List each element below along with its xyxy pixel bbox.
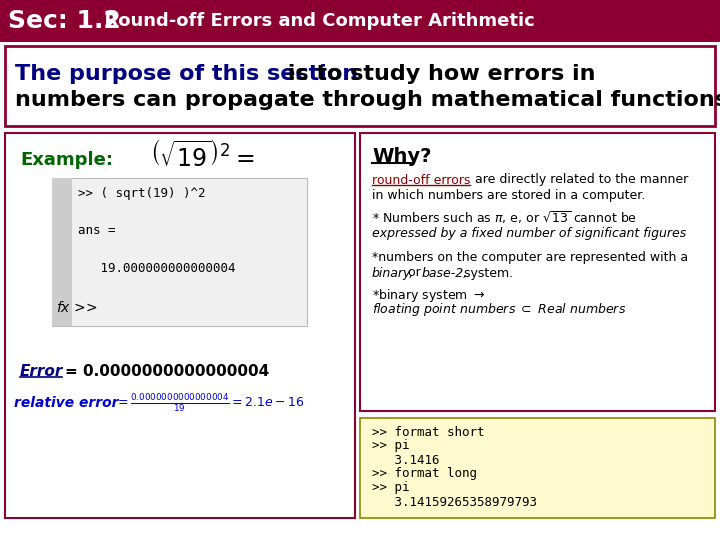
Text: Example:: Example:	[20, 151, 113, 169]
Text: relative error: relative error	[14, 396, 119, 410]
Text: 3.14159265358979793: 3.14159265358979793	[372, 496, 537, 509]
Text: or: or	[404, 267, 425, 280]
Text: floating point numbers $\subset$ Real numbers: floating point numbers $\subset$ Real nu…	[372, 301, 626, 319]
Text: numbers can propagate through mathematical functions.: numbers can propagate through mathematic…	[15, 90, 720, 110]
Text: Why?: Why?	[372, 146, 431, 165]
Text: >> format long: >> format long	[372, 468, 477, 481]
Text: * Numbers such as $\pi$, e, or $\sqrt{13}$ cannot be: * Numbers such as $\pi$, e, or $\sqrt{13…	[372, 210, 637, 226]
Text: = 0.0000000000000004: = 0.0000000000000004	[65, 364, 269, 380]
Text: $\left(\sqrt{19}\right)^2 =$: $\left(\sqrt{19}\right)^2 =$	[150, 140, 254, 172]
FancyBboxPatch shape	[360, 133, 715, 411]
Text: >> ( sqrt(19) )^2: >> ( sqrt(19) )^2	[78, 186, 205, 199]
Text: $\it{fx}$ >>: $\it{fx}$ >>	[56, 300, 97, 314]
Text: *binary system $\rightarrow$: *binary system $\rightarrow$	[372, 287, 485, 303]
Text: is to study how errors in: is to study how errors in	[280, 64, 595, 84]
Text: The purpose of this section: The purpose of this section	[15, 64, 358, 84]
Text: round-off errors: round-off errors	[372, 173, 470, 186]
Text: >> pi: >> pi	[372, 482, 410, 495]
Text: *numbers on the computer are represented with a: *numbers on the computer are represented…	[372, 252, 688, 265]
Text: expressed by a fixed number of significant figures: expressed by a fixed number of significa…	[372, 226, 686, 240]
Text: 19.000000000000004: 19.000000000000004	[78, 262, 235, 275]
Text: Sec: 1.2: Sec: 1.2	[8, 9, 121, 33]
Text: are directly related to the manner: are directly related to the manner	[471, 173, 688, 186]
FancyBboxPatch shape	[360, 418, 715, 518]
Text: in which numbers are stored in a computer.: in which numbers are stored in a compute…	[372, 190, 645, 202]
FancyBboxPatch shape	[52, 178, 72, 326]
FancyBboxPatch shape	[52, 178, 307, 326]
Text: system.: system.	[460, 267, 513, 280]
Text: binary,: binary,	[372, 267, 415, 280]
Text: Round-off Errors and Computer Arithmetic: Round-off Errors and Computer Arithmetic	[92, 12, 535, 30]
Text: >> format short: >> format short	[372, 426, 485, 438]
Text: 3.1416: 3.1416	[372, 454, 439, 467]
FancyBboxPatch shape	[5, 46, 715, 126]
FancyBboxPatch shape	[0, 0, 720, 42]
Text: Error: Error	[20, 364, 63, 380]
Text: base-2,: base-2,	[422, 267, 468, 280]
Text: >> pi: >> pi	[372, 440, 410, 453]
FancyBboxPatch shape	[5, 133, 355, 518]
Text: $= \frac{0.0000000000000004}{19} = 2.1e - 16$: $= \frac{0.0000000000000004}{19} = 2.1e …	[115, 392, 305, 414]
Text: ans =: ans =	[78, 225, 115, 238]
